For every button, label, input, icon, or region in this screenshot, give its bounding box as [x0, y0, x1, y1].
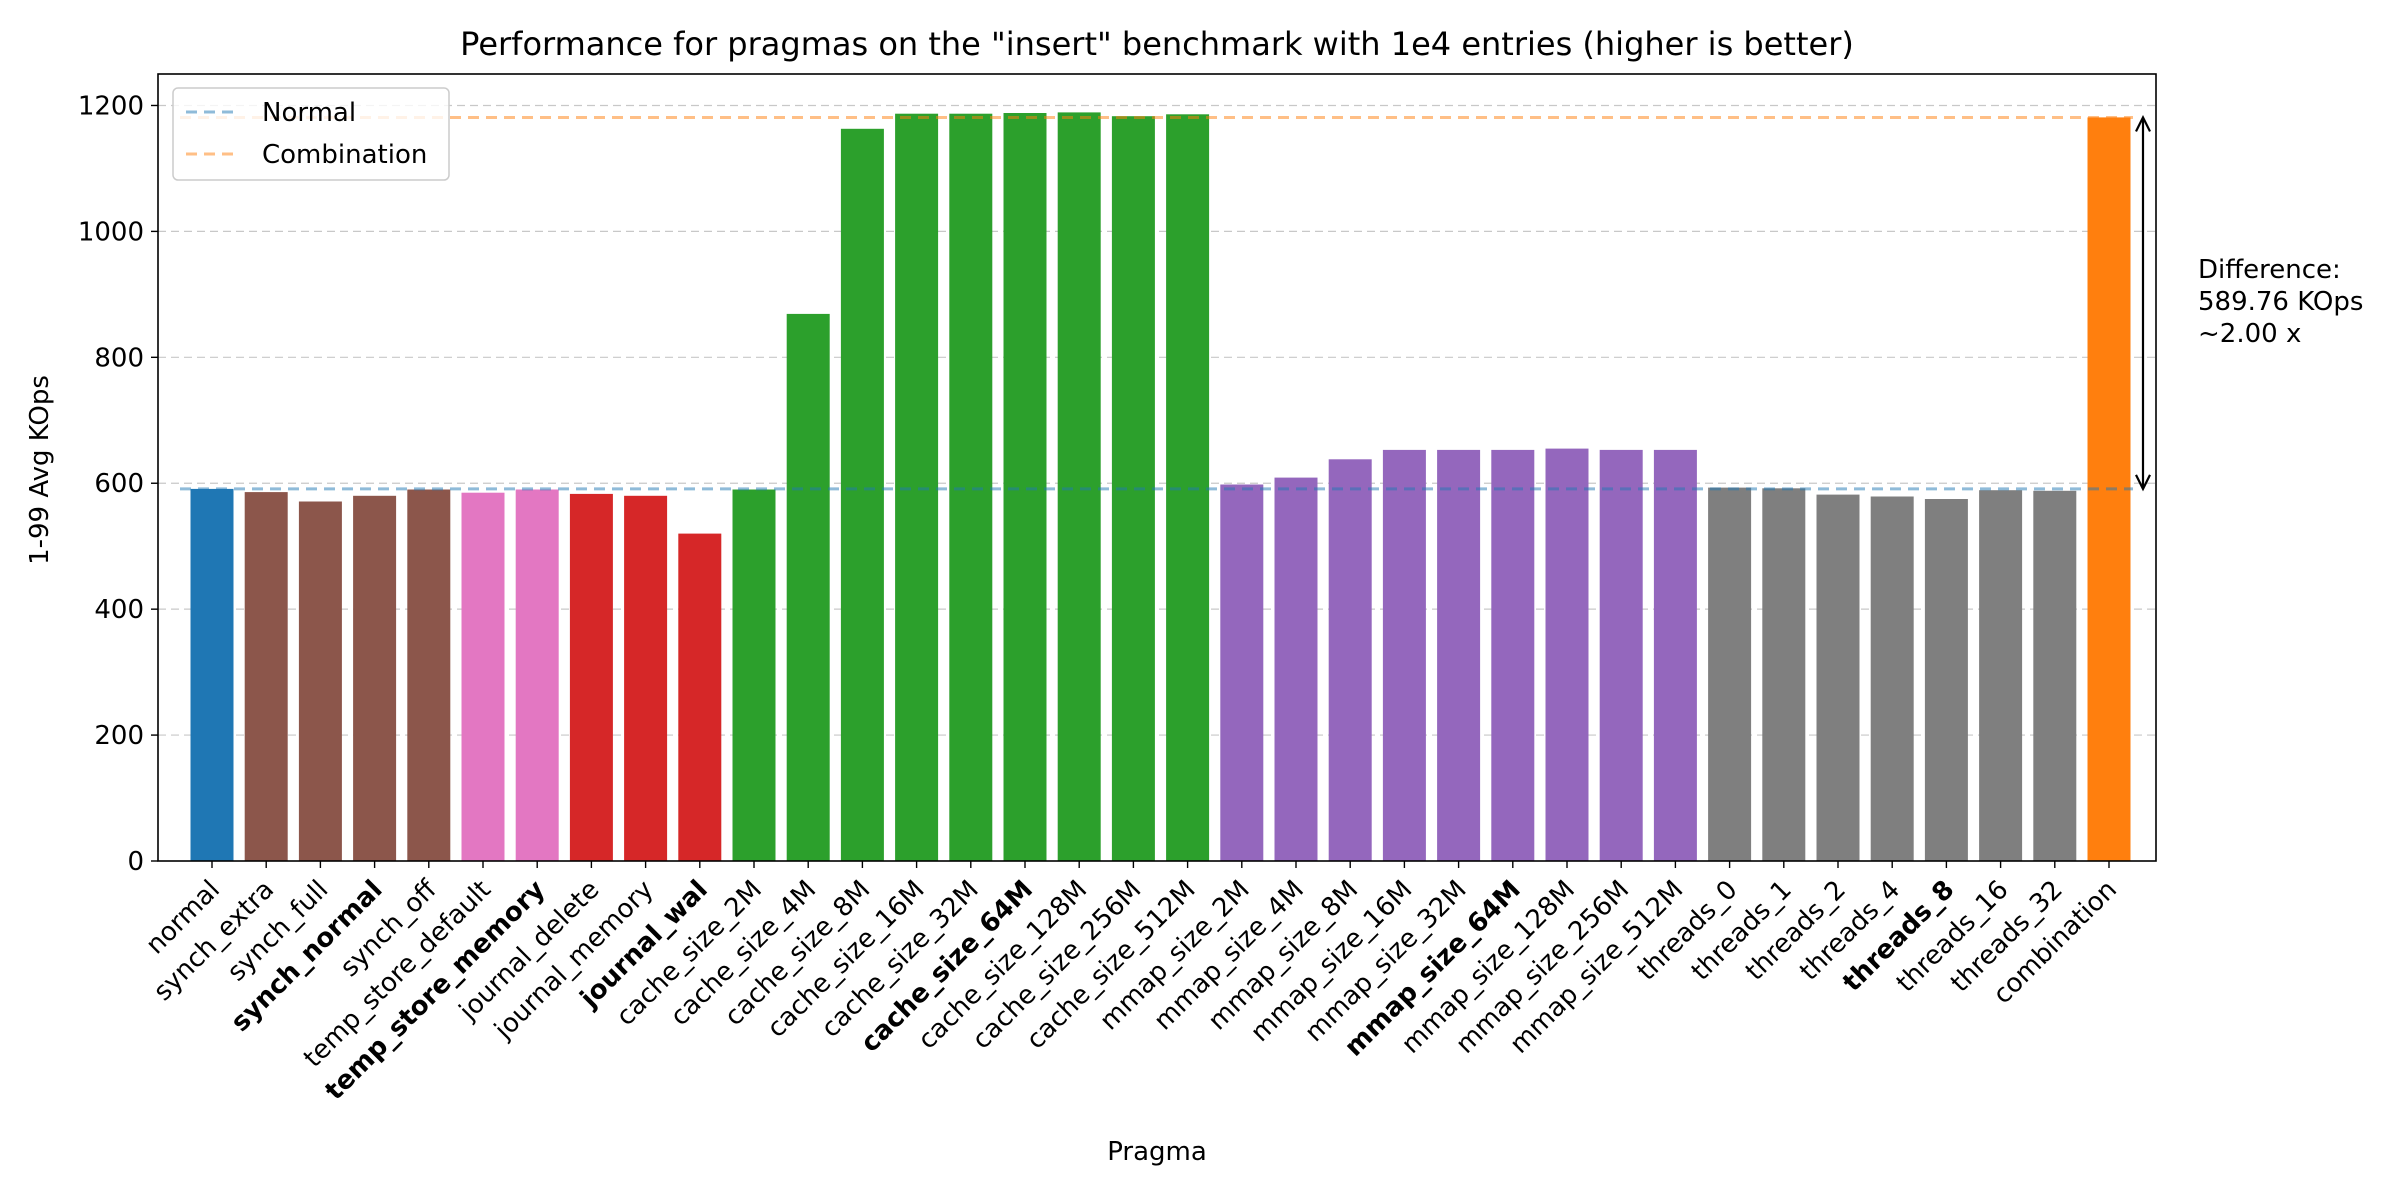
bar-threads_4: [1870, 496, 1914, 861]
bar-mmap_size_4M: [1274, 477, 1318, 861]
chart-title: Performance for pragmas on the "insert" …: [460, 25, 1854, 63]
y-tick-label-800: 800: [94, 343, 144, 373]
bar-threads_32: [2033, 490, 2077, 861]
bar-temp_store_memory: [515, 489, 559, 861]
bar-threads_8: [1924, 499, 1968, 861]
legend-label-normal: Normal: [262, 98, 356, 128]
bar-journal_memory: [624, 495, 668, 861]
bar-journal_wal: [678, 533, 722, 861]
bar-mmap_size_512M: [1653, 449, 1697, 861]
bar-cache_size_128M: [1057, 112, 1101, 861]
bar-cache_size_64M: [1003, 113, 1047, 861]
bar-mmap_size_256M: [1599, 449, 1643, 861]
legend-label-combination: Combination: [262, 140, 427, 170]
bar-synch_full: [298, 501, 342, 861]
y-tick-label-600: 600: [94, 469, 144, 499]
bar-synch_normal: [353, 495, 397, 861]
bar-cache_size_2M: [732, 489, 776, 861]
y-tick-label-0: 0: [127, 847, 144, 877]
bar-threads_16: [1979, 490, 2023, 861]
bar-cache_size_8M: [840, 128, 884, 862]
bar-synch_off: [407, 489, 451, 861]
y-tick-label-400: 400: [94, 595, 144, 625]
y-tick-label-200: 200: [94, 721, 144, 751]
arrow-head-top: [2135, 114, 2151, 132]
difference-text-line-0: Difference:: [2198, 255, 2341, 285]
legend: Normal Combination: [172, 87, 450, 181]
bar-mmap_size_128M: [1545, 448, 1589, 861]
reference-lines: [180, 115, 2133, 491]
bar-temp_store_default: [461, 492, 505, 861]
bar-cache_size_16M: [895, 113, 939, 861]
legend-box: [172, 87, 450, 181]
y-tick-labels: 0 200 400 600 800 1000 1200: [78, 91, 158, 877]
plot-frame: [157, 73, 2157, 862]
y-axis-title: 1-99 Avg KOps: [25, 375, 55, 565]
arrow-head-bottom: [2135, 474, 2151, 492]
bar-mmap_size_2M: [1220, 484, 1264, 861]
bars: [190, 112, 2131, 862]
bar-threads_2: [1816, 494, 1860, 861]
bar-threads_1: [1762, 488, 1806, 861]
bar-threads_0: [1708, 487, 1752, 861]
y-tick-label-1200: 1200: [78, 91, 144, 121]
bar-mmap_size_64M: [1491, 449, 1535, 861]
x-tick-labels: normalsynch_extrasynch_fullsynch_normals…: [140, 861, 2123, 1106]
bar-mmap_size_8M: [1328, 459, 1372, 861]
bar-mmap_size_32M: [1437, 449, 1481, 861]
bar-mmap_size_16M: [1382, 449, 1426, 861]
x-axis-title: Pragma: [1107, 1137, 1207, 1167]
bar-normal: [190, 488, 234, 861]
bar-synch_extra: [244, 492, 288, 861]
bar-journal_delete: [569, 493, 613, 861]
difference-annotation: Difference:589.76 KOps~2.00 x: [2135, 114, 2363, 492]
bar-cache_size_4M: [786, 313, 830, 861]
axes: [157, 73, 2157, 862]
y-tick-label-1000: 1000: [78, 217, 144, 247]
difference-text-line-1: 589.76 KOps: [2198, 287, 2363, 317]
difference-text-line-2: ~2.00 x: [2198, 319, 2301, 349]
bar-cache_size_32M: [949, 113, 993, 861]
